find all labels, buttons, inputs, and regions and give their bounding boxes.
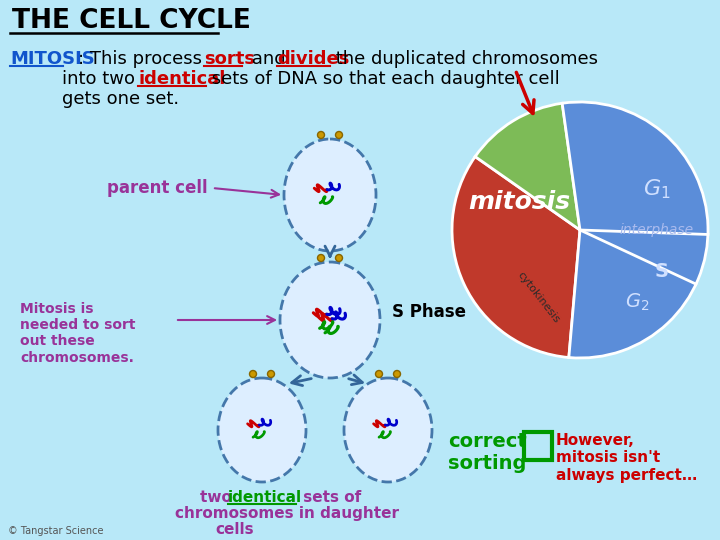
- Text: $G_1$: $G_1$: [643, 177, 670, 201]
- Ellipse shape: [284, 139, 376, 251]
- Circle shape: [318, 132, 325, 138]
- Text: interphase: interphase: [620, 223, 694, 237]
- Text: S: S: [655, 262, 669, 281]
- Circle shape: [336, 132, 343, 138]
- Text: divides: divides: [277, 50, 349, 68]
- Text: two: two: [200, 490, 237, 505]
- Text: the duplicated chromosomes: the duplicated chromosomes: [330, 50, 598, 68]
- Text: cytokinesis: cytokinesis: [515, 270, 561, 325]
- Text: identical: identical: [138, 70, 225, 88]
- Wedge shape: [562, 102, 708, 358]
- Text: : This process: : This process: [78, 50, 208, 68]
- Text: sets of DNA so that each daughter cell: sets of DNA so that each daughter cell: [206, 70, 559, 88]
- Bar: [524, 432, 552, 460]
- Text: sets of: sets of: [298, 490, 361, 505]
- Circle shape: [250, 370, 256, 377]
- Wedge shape: [452, 157, 580, 357]
- Ellipse shape: [218, 378, 306, 482]
- Text: MITOSIS: MITOSIS: [10, 50, 95, 68]
- Text: parent cell: parent cell: [107, 179, 208, 197]
- Text: into two: into two: [62, 70, 140, 88]
- Ellipse shape: [280, 262, 380, 378]
- Circle shape: [376, 370, 382, 377]
- Text: cells: cells: [215, 522, 253, 537]
- Text: $G_2$: $G_2$: [624, 292, 649, 313]
- Wedge shape: [475, 103, 580, 230]
- Text: © Tangstar Science: © Tangstar Science: [8, 526, 104, 536]
- Ellipse shape: [344, 378, 432, 482]
- Circle shape: [268, 370, 274, 377]
- Text: S Phase: S Phase: [392, 303, 466, 321]
- Text: gets one set.: gets one set.: [62, 90, 179, 108]
- Text: identical: identical: [228, 490, 302, 505]
- Text: Mitosis is
needed to sort
out these
chromosomes.: Mitosis is needed to sort out these chro…: [20, 302, 135, 364]
- Text: sorts: sorts: [204, 50, 255, 68]
- Circle shape: [336, 254, 343, 261]
- Text: However,
mitosis isn't
always perfect…: However, mitosis isn't always perfect…: [556, 433, 697, 483]
- Text: mitosis: mitosis: [469, 190, 571, 214]
- Text: and: and: [246, 50, 292, 68]
- Circle shape: [318, 254, 325, 261]
- Text: chromosomes in daughter: chromosomes in daughter: [175, 506, 399, 521]
- Text: correct
sorting: correct sorting: [448, 432, 527, 473]
- Text: THE CELL CYCLE: THE CELL CYCLE: [12, 8, 251, 34]
- Circle shape: [394, 370, 400, 377]
